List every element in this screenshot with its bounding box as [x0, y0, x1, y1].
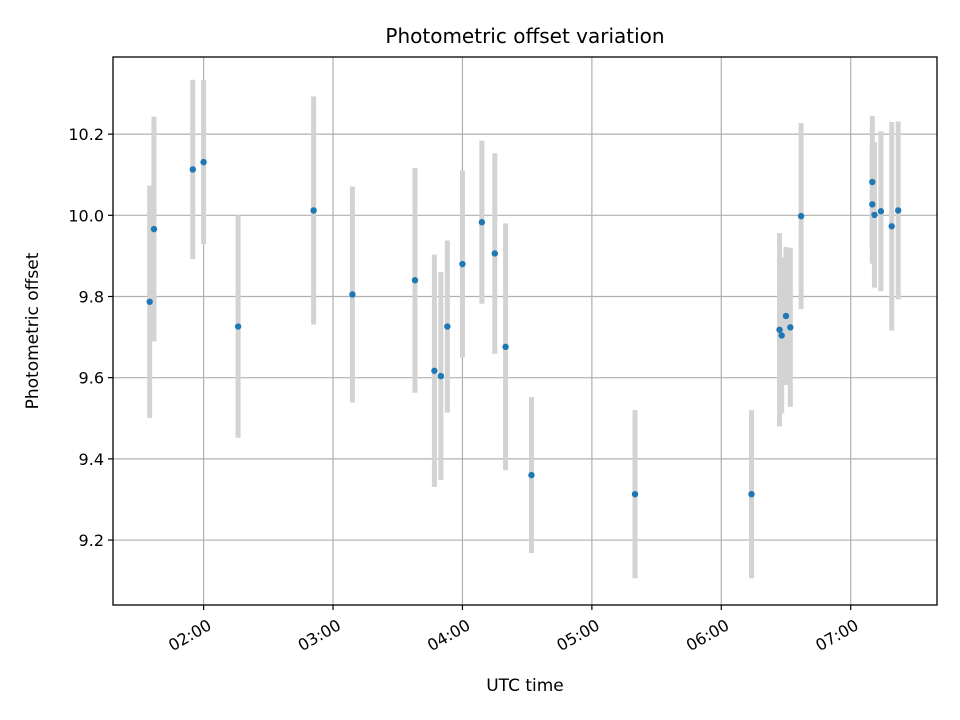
data-point — [310, 207, 317, 214]
data-point — [871, 211, 878, 219]
data-point — [528, 471, 535, 479]
y-tick-label: 9.6 — [79, 369, 104, 388]
data-point — [491, 250, 499, 257]
data-point — [189, 166, 197, 173]
data-point — [478, 219, 486, 226]
data-point — [502, 343, 509, 351]
y-tick-label: 10.2 — [68, 125, 104, 144]
data-point — [631, 490, 639, 498]
data-point — [349, 291, 356, 298]
data-point — [437, 372, 445, 380]
chart-title: Photometric offset variation — [385, 24, 664, 48]
data-point — [869, 201, 876, 208]
x-axis-label: UTC time — [486, 676, 564, 696]
data-point — [787, 324, 794, 331]
y-tick-label: 9.4 — [79, 450, 104, 469]
data-point — [411, 277, 419, 284]
data-point — [748, 490, 755, 498]
data-point — [234, 323, 242, 330]
data-point — [888, 223, 895, 230]
data-point — [444, 323, 451, 330]
y-axis-ticks: 9.2 9.4 9.6 9.8 10.0 10.2 — [68, 125, 113, 550]
data-point — [778, 332, 785, 339]
y-tick-label: 9.2 — [79, 531, 104, 550]
data-point — [797, 212, 805, 220]
data-point — [431, 367, 438, 374]
data-point — [782, 312, 790, 320]
data-point — [894, 207, 902, 214]
y-tick-label: 9.8 — [79, 287, 104, 306]
data-point — [869, 178, 876, 186]
y-axis-label: Photometric offset — [23, 252, 43, 409]
data-points — [146, 158, 902, 498]
data-point — [459, 260, 466, 268]
data-point — [877, 208, 885, 215]
data-point — [150, 225, 158, 233]
data-point — [146, 298, 153, 305]
plot-frame — [112, 56, 938, 606]
data-point — [200, 158, 207, 166]
data-point — [776, 326, 783, 333]
y-tick-label: 10.0 — [68, 206, 104, 225]
